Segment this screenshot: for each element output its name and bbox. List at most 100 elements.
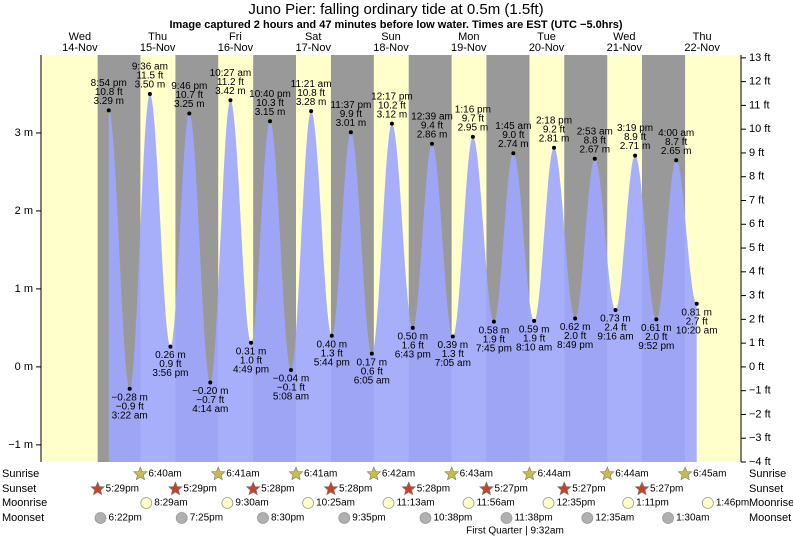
moonrise-time: 10:25am bbox=[316, 498, 355, 509]
sunrise-icon bbox=[522, 466, 537, 481]
tide-label: 9:16 am bbox=[597, 332, 633, 343]
tide-label: 3:22 am bbox=[112, 410, 148, 421]
tide-label: 2.0 ft bbox=[564, 331, 586, 342]
y-tick-label: −1 m bbox=[8, 439, 33, 451]
tide-label: 3.12 m bbox=[377, 109, 408, 120]
tide-point bbox=[613, 307, 618, 312]
sunset-time: 5:27pm bbox=[650, 484, 683, 495]
tide-label: 0.81 m bbox=[681, 307, 712, 318]
moonrise-icon bbox=[382, 497, 395, 509]
tide-label: 0.59 m bbox=[519, 325, 550, 336]
tide-label: 2.65 m bbox=[661, 146, 692, 157]
sunrise-time: 6:44am bbox=[537, 469, 570, 480]
tide-label: 9.9 ft bbox=[340, 109, 362, 120]
tide-label: 0.9 ft bbox=[159, 359, 181, 370]
moonrise-time: 8:29am bbox=[154, 498, 187, 509]
y2-tick-label: −2 ft bbox=[749, 408, 771, 420]
tide-label: 1.3 ft bbox=[321, 348, 343, 359]
day-name: Thu bbox=[693, 31, 712, 43]
tide-label: 2:18 pm bbox=[536, 115, 572, 126]
tide-label: 7:05 am bbox=[435, 358, 471, 369]
tide-label: 11:21 am bbox=[291, 79, 332, 90]
tide-label: 0.62 m bbox=[560, 322, 591, 333]
tide-label: 3.15 m bbox=[255, 107, 286, 118]
tide-label: 3.28 m bbox=[296, 97, 327, 108]
tide-label: 10.3 ft bbox=[256, 98, 284, 109]
tide-label: 1:16 pm bbox=[455, 105, 491, 116]
day-date: 14-Nov bbox=[62, 42, 98, 54]
y2-tick-label: 13 ft bbox=[749, 52, 770, 64]
tide-point bbox=[288, 367, 293, 372]
tide-point bbox=[249, 340, 254, 345]
day-name: Tue bbox=[537, 31, 556, 43]
day-name: Thu bbox=[148, 31, 167, 43]
moonset-icon bbox=[175, 512, 188, 524]
tide-label: 9:46 pm bbox=[171, 81, 207, 92]
moonset-time: 9:35pm bbox=[352, 513, 385, 524]
day-date: 16-Nov bbox=[218, 42, 254, 54]
moonrise-icon bbox=[701, 497, 714, 509]
tide-point bbox=[633, 153, 638, 158]
tide-point bbox=[208, 380, 213, 385]
day-date: 17-Nov bbox=[295, 42, 331, 54]
moonrise-time: 11:56am bbox=[477, 498, 515, 509]
moonset-time: 12:35am bbox=[595, 513, 634, 524]
tide-label: 8:10 am bbox=[516, 343, 552, 354]
tide-point bbox=[592, 156, 597, 161]
tide-label: 8.8 ft bbox=[584, 135, 606, 146]
sunrise-time: 6:41am bbox=[226, 469, 259, 480]
tide-label: 10:27 am bbox=[210, 68, 252, 79]
sunrise-icon bbox=[599, 466, 615, 481]
row-label: Sunset bbox=[2, 483, 36, 495]
moonrise-time: 1:46pm bbox=[716, 498, 749, 509]
day-date: 21-Nov bbox=[607, 42, 643, 54]
tide-label: 3.01 m bbox=[336, 118, 367, 129]
y2-tick-label: 0 ft bbox=[749, 361, 764, 373]
tide-label: 10.8 ft bbox=[95, 87, 123, 98]
tide-label: 1:45 am bbox=[495, 121, 531, 132]
tide-label: 0.39 m bbox=[438, 340, 469, 351]
tide-label: 10:40 pm bbox=[249, 89, 291, 100]
y2-tick-label: 5 ft bbox=[749, 242, 764, 254]
sunset-icon bbox=[168, 481, 183, 496]
tide-label: −0.04 m bbox=[273, 374, 309, 385]
sunrise-time: 6:42am bbox=[382, 469, 415, 480]
tide-label: 3.42 m bbox=[215, 86, 246, 97]
tide-label: 8:54 pm bbox=[91, 78, 127, 89]
tide-label: 0.58 m bbox=[479, 325, 510, 336]
y2-tick-label: 2 ft bbox=[749, 313, 764, 325]
tide-point bbox=[532, 318, 537, 323]
tide-point bbox=[552, 145, 557, 150]
tide-label: 0.50 m bbox=[397, 332, 428, 343]
tide-point bbox=[369, 351, 374, 356]
sunset-time: 5:28pm bbox=[339, 484, 372, 495]
tide-label: 8.7 ft bbox=[665, 137, 687, 148]
moonrise-icon bbox=[302, 497, 314, 509]
day-date: 18-Nov bbox=[373, 42, 409, 54]
tide-point bbox=[694, 301, 699, 306]
moonrise-time: 1:11pm bbox=[636, 498, 669, 509]
tide-label: −0.28 m bbox=[111, 392, 147, 403]
y2-tick-label: 7 ft bbox=[749, 194, 764, 206]
day-name: Sat bbox=[305, 31, 322, 43]
sunrise-icon bbox=[288, 466, 304, 481]
moonrise-icon bbox=[140, 497, 153, 509]
tide-label: 2.95 m bbox=[458, 123, 489, 134]
sunset-icon bbox=[245, 481, 261, 496]
tide-point bbox=[348, 130, 353, 135]
row-label: Moonrise bbox=[2, 497, 47, 509]
tide-label: 1.0 ft bbox=[240, 355, 262, 366]
tide-label: 3:19 pm bbox=[617, 123, 653, 134]
tide-point bbox=[187, 111, 192, 116]
tide-label: 10.2 ft bbox=[378, 100, 406, 111]
tide-label: 11:37 pm bbox=[330, 100, 371, 111]
tide-point bbox=[429, 141, 434, 146]
sunset-icon bbox=[556, 481, 572, 496]
sunrise-icon bbox=[210, 466, 226, 481]
tide-label: −0.1 ft bbox=[277, 383, 305, 394]
chart-title: Juno Pier: falling ordinary tide at 0.5m… bbox=[248, 1, 543, 18]
y2-tick-label: −3 ft bbox=[749, 432, 771, 444]
tide-label: 6:05 am bbox=[354, 375, 390, 386]
tide-point bbox=[228, 98, 233, 103]
moonset-time: 8:30pm bbox=[271, 513, 304, 524]
